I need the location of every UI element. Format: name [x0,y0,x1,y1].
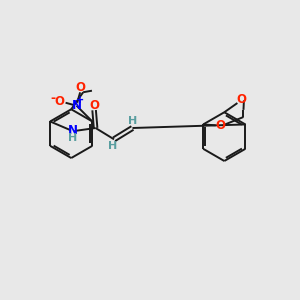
Text: N: N [72,99,82,112]
Text: O: O [75,81,85,94]
Text: -: - [51,92,56,105]
Text: H: H [68,133,77,142]
Text: N: N [68,124,77,137]
Text: O: O [236,93,246,106]
Text: H: H [128,116,138,127]
Text: O: O [89,99,99,112]
Text: +: + [76,95,85,105]
Text: H: H [108,141,117,151]
Text: O: O [215,119,225,132]
Text: O: O [55,95,64,108]
